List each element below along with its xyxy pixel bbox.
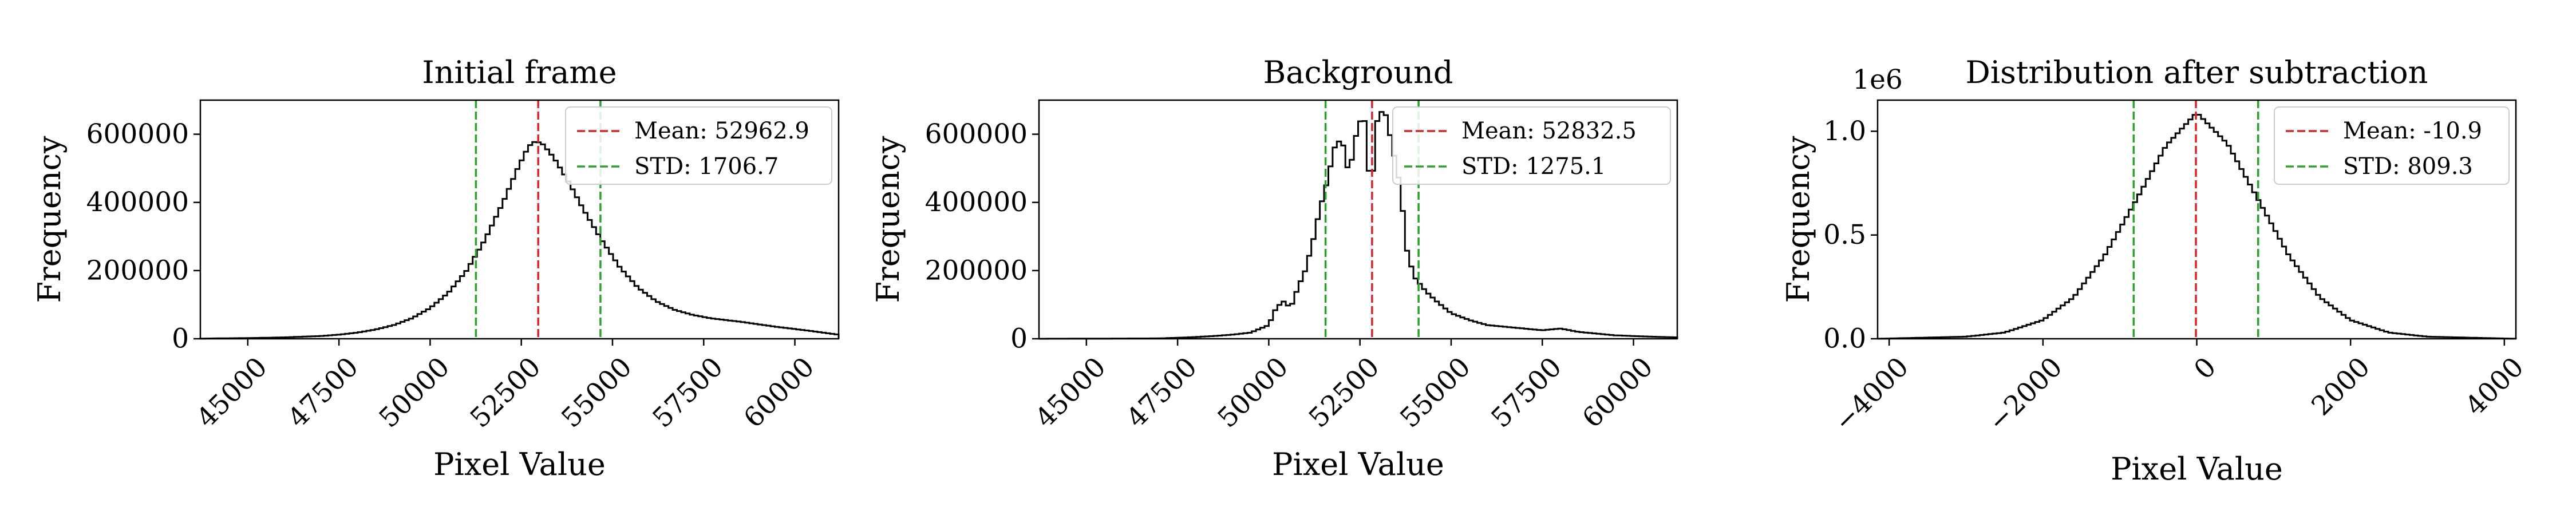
x-tick-label: 57500 xyxy=(646,351,729,434)
y-tick-label: 1.0 xyxy=(1823,116,1866,147)
y-tick-label: 0.0 xyxy=(1823,323,1866,355)
x-tick-label: 50000 xyxy=(373,351,456,434)
y-axis-label: Frequency xyxy=(1780,136,1816,303)
x-tick-label: 55000 xyxy=(1394,351,1477,434)
legend-box xyxy=(1392,106,1671,185)
x-tick-label: 45000 xyxy=(191,351,274,434)
axes-frame xyxy=(199,99,840,340)
y-tick-label: 400000 xyxy=(86,187,189,218)
y-tick-label: 600000 xyxy=(86,118,189,150)
legend-label: STD: 1706.7 xyxy=(634,153,779,180)
y-axis-label: Frequency xyxy=(31,136,68,303)
x-tick-label: 50000 xyxy=(1212,351,1295,434)
chart-title: Initial frame xyxy=(422,54,617,90)
y-offset-label: 1e6 xyxy=(1852,64,1903,96)
y-tick-label: 200000 xyxy=(925,255,1028,286)
x-axis-label: Pixel Value xyxy=(433,446,606,482)
histogram-series xyxy=(199,141,840,340)
legend-label: Mean: 52962.9 xyxy=(634,118,809,144)
chart-panel-1: 45000 47500 50000 52500 55000 57500 6000002000… xyxy=(31,54,840,482)
y-axis-label: Frequency xyxy=(870,136,906,303)
x-tick-label: 60000 xyxy=(1577,351,1660,434)
x-tick-label: 4000 xyxy=(2459,351,2530,422)
legend-label: STD: 809.3 xyxy=(2343,153,2473,180)
histogram-series xyxy=(1039,111,1678,340)
y-tick-label: 0 xyxy=(172,323,189,355)
x-tick-label: 45000 xyxy=(1029,351,1112,434)
x-axis-label: Pixel Value xyxy=(1272,446,1444,482)
legend-label: Mean: 52832.5 xyxy=(1461,118,1637,144)
x-tick-label: 60000 xyxy=(738,351,821,434)
y-tick-label: 200000 xyxy=(86,255,189,286)
y-tick-label: 400000 xyxy=(925,187,1028,218)
x-tick-label: −2000 xyxy=(1982,351,2068,438)
x-tick-label: 55000 xyxy=(555,351,638,434)
x-tick-label: 52500 xyxy=(1303,351,1386,434)
legend-label: STD: 1275.1 xyxy=(1461,153,1606,180)
x-tick-label: 47500 xyxy=(1120,351,1203,434)
chart-title: Distribution after subtraction xyxy=(1966,54,2428,90)
x-axis-label: Pixel Value xyxy=(2111,451,2283,487)
legend-label: Mean: -10.9 xyxy=(2343,118,2482,144)
legend-box xyxy=(2274,106,2510,185)
legend-box xyxy=(565,106,832,185)
axes-frame xyxy=(1038,99,1678,340)
x-tick-label: 2000 xyxy=(2306,351,2376,422)
chart-panel-2: 45000 47500 50000 52500 55000 57500 6000002000… xyxy=(870,54,1678,482)
y-tick-label: 600000 xyxy=(925,118,1028,150)
x-tick-label: 47500 xyxy=(282,351,365,434)
y-tick-label: 0.5 xyxy=(1823,219,1866,251)
x-tick-label: 0 xyxy=(2188,351,2222,386)
chart-panel-3: −4000 −2000 0 2000 4000 0.0 0.5 1.0 Distribution… xyxy=(1780,54,2530,487)
x-tick-label: 57500 xyxy=(1485,351,1568,434)
x-tick-label: −4000 xyxy=(1828,351,1915,438)
x-tick-label: 52500 xyxy=(464,351,547,434)
chart-title: Background xyxy=(1263,54,1453,90)
y-tick-label: 0 xyxy=(1010,323,1028,355)
